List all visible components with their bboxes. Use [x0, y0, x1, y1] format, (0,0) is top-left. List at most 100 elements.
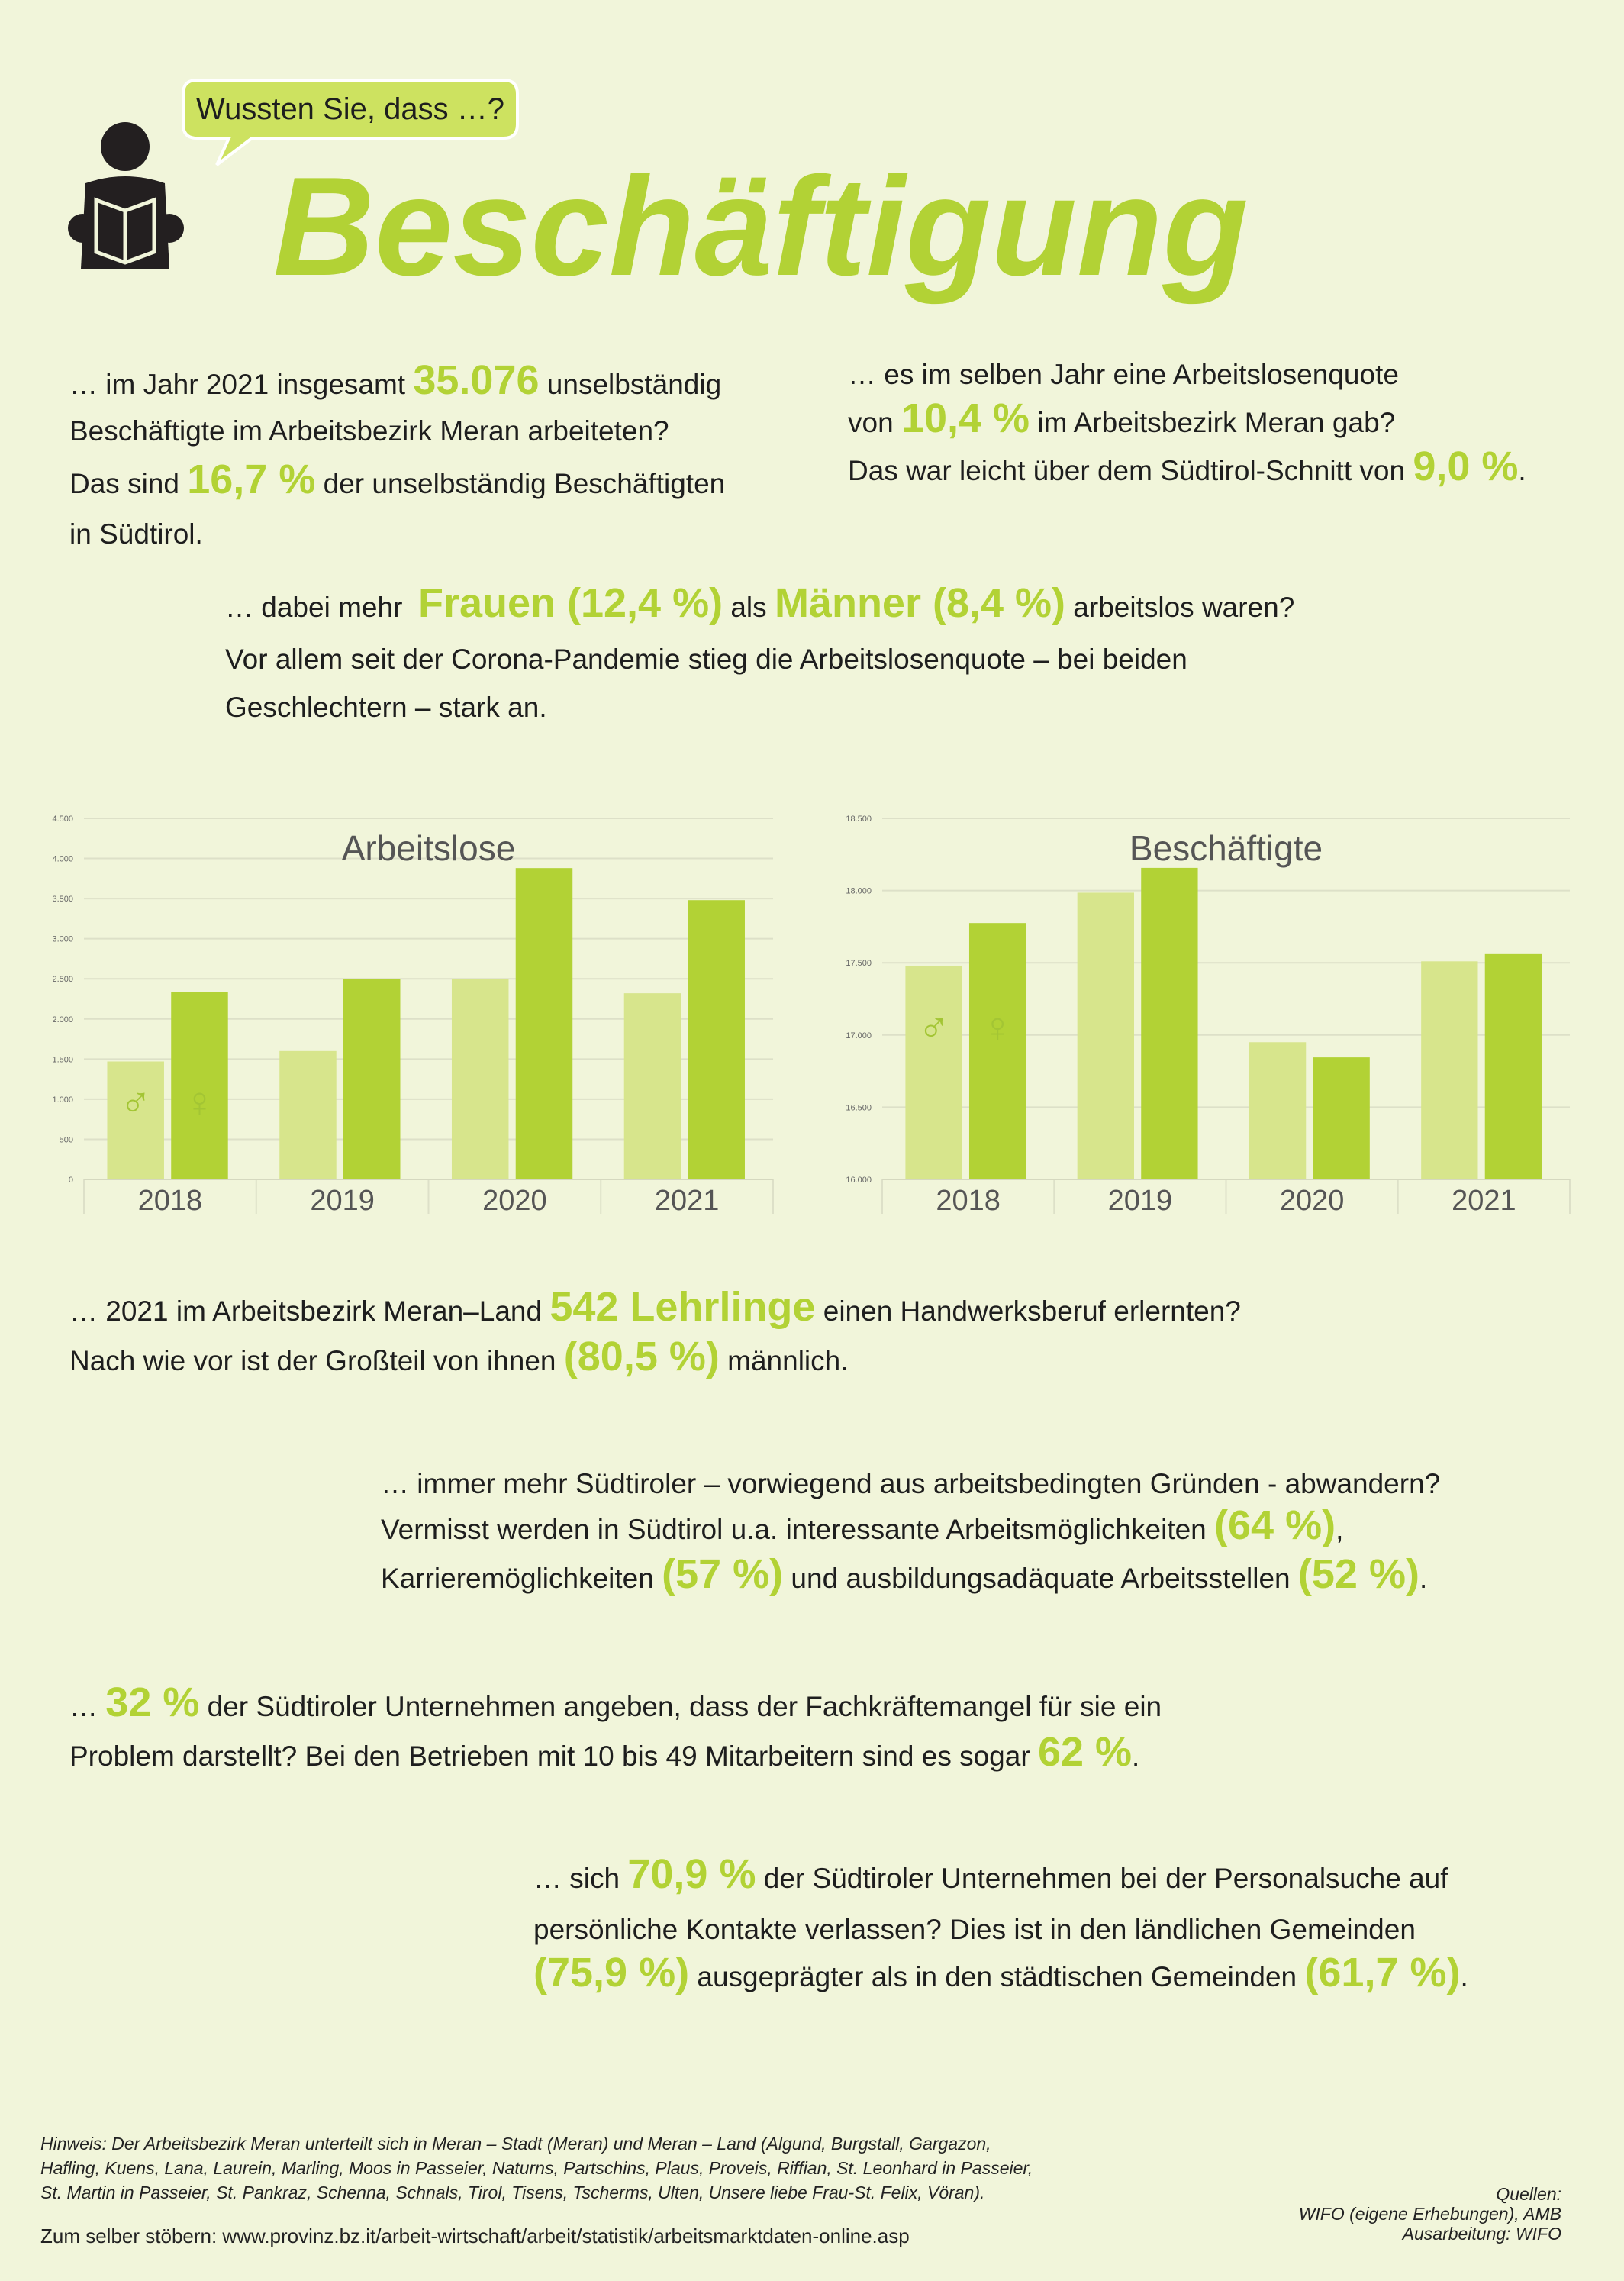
y-tick-label: 4.500 [52, 815, 73, 824]
x-tick-label: 2020 [482, 1185, 547, 1217]
bar [279, 1050, 337, 1179]
y-tick-label: 18.500 [846, 815, 872, 824]
bar [1421, 961, 1478, 1179]
fact-line: Geschlechtern – stark an. [225, 692, 547, 723]
y-tick-label: 17.500 [846, 959, 872, 968]
fact-text: von [848, 407, 901, 438]
fact-highlight: Männer (8,4 %) [775, 580, 1065, 626]
fact-highlight: (52 %) [1298, 1551, 1419, 1597]
fact-text: … dabei mehr [225, 592, 418, 623]
gender-symbol: ♀ [183, 1078, 215, 1126]
fact-text: Geschlechtern – stark an. [225, 692, 547, 723]
fact-text: … im Jahr 2021 insgesamt [69, 369, 413, 400]
bar [1141, 867, 1198, 1179]
fact-highlight: (80,5 %) [564, 1334, 720, 1379]
fact-highlight: 62 % [1038, 1729, 1132, 1775]
fact-text: … immer mehr Südtiroler – vorwiegend aus… [381, 1468, 1440, 1499]
fact-highlight: (64 %) [1214, 1502, 1336, 1548]
bar [171, 992, 228, 1179]
fact-highlight: 16,7 % [187, 457, 315, 502]
bar [1249, 1042, 1307, 1179]
chart: 16.000 16.500 17.000 17.500 18.000 18.500 Besc… [846, 815, 1571, 1217]
bar [1313, 1057, 1370, 1179]
fact-text: ausgeprägter als in den städtischen Geme… [689, 1961, 1304, 1992]
reader-icon [68, 122, 184, 269]
chart-title: Arbeitslose [342, 828, 516, 868]
fact-line: Das war leicht über dem Südtirol-Schnitt… [848, 444, 1526, 489]
gender-symbol: ♂ [120, 1078, 152, 1126]
y-tick-label: 2.500 [52, 975, 73, 984]
fact-highlight: 542 Lehrlinge [549, 1284, 815, 1330]
x-tick-label: 2020 [1280, 1185, 1345, 1217]
fact-line: in Südtirol. [69, 518, 203, 550]
fact-text: Das war leicht über dem Südtirol-Schnitt… [848, 455, 1413, 486]
y-tick-label: 17.000 [846, 1031, 872, 1040]
y-tick-label: 16.500 [846, 1103, 872, 1112]
fact-line: … sich 70,9 % der Südtiroler Unternehmen… [533, 1851, 1448, 1897]
fact-line: … immer mehr Südtiroler – vorwiegend aus… [381, 1468, 1440, 1499]
bar [968, 923, 1026, 1179]
fact-text: einen Handwerksberuf erlernten? [815, 1295, 1240, 1327]
x-tick-label: 2018 [936, 1185, 1000, 1217]
bar [515, 868, 573, 1179]
fact-line: Das sind 16,7 % der unselbständig Beschä… [69, 457, 725, 502]
footer-note: Hinweis: Der Arbeitsbezirk Meran unterte… [40, 2134, 991, 2154]
y-tick-label: 1.500 [52, 1055, 73, 1064]
x-tick-label: 2018 [138, 1185, 203, 1217]
fact-line: Beschäftigte im Arbeitsbezirk Meran arbe… [69, 415, 669, 447]
footer-note: Hafling, Kuens, Lana, Laurein, Marling, … [40, 2158, 1033, 2178]
fact-text: männlich. [720, 1345, 849, 1376]
x-tick-label: 2019 [1108, 1185, 1173, 1217]
footer-source: Quellen: [1496, 2184, 1561, 2204]
y-tick-label: 0 [69, 1176, 73, 1185]
y-tick-label: 500 [60, 1135, 73, 1144]
bar [1077, 892, 1134, 1179]
bubble-text: Wussten Sie, dass …? [196, 92, 504, 126]
fact-text: der Südtiroler Unternehmen bei der Perso… [756, 1863, 1448, 1894]
bar [343, 979, 401, 1179]
footer-source: Ausarbeitung: WIFO [1401, 2224, 1561, 2244]
fact-text: … 2021 im Arbeitsbezirk Meran–Land [69, 1295, 549, 1327]
fact-text: . [1518, 455, 1526, 486]
fact-text: . [1132, 1741, 1139, 1772]
fact-highlight: (75,9 %) [533, 1950, 689, 1995]
fact-text: als [723, 592, 775, 623]
fact-highlight: 32 % [105, 1679, 199, 1725]
y-tick-label: 18.000 [846, 887, 872, 896]
fact-line: … im Jahr 2021 insgesamt 35.076 unselbst… [69, 357, 721, 403]
fact-text: arbeitslos waren? [1065, 592, 1294, 623]
fact-line: … 32 % der Südtiroler Unternehmen angebe… [69, 1679, 1162, 1725]
fact-text: in Südtirol. [69, 518, 203, 550]
chart: 0 500 1.000 1.500 2.000 2.500 3.000 3.500 4.000 4… [52, 815, 774, 1217]
fact-highlight: (57 %) [662, 1551, 783, 1597]
bar [624, 993, 682, 1179]
chart-title: Beschäftigte [1129, 828, 1323, 868]
fact-highlight: Frauen (12,4 %) [418, 580, 723, 626]
bar [451, 979, 509, 1179]
gender-symbol: ♀ [981, 1003, 1013, 1051]
fact-line: Problem darstellt? Bei den Betrieben mit… [69, 1729, 1139, 1775]
fact-line: persönliche Kontakte verlassen? Dies ist… [533, 1914, 1416, 1945]
facts: … im Jahr 2021 insgesamt 35.076 unselbst… [69, 357, 1526, 1995]
fact-text: im Arbeitsbezirk Meran gab? [1030, 407, 1395, 438]
fact-text: der unselbständig Beschäftigten [315, 468, 725, 499]
x-tick-label: 2019 [310, 1185, 375, 1217]
fact-text: Vermisst werden in Südtirol u.a. interes… [381, 1514, 1214, 1545]
fact-line: (75,9 %) ausgeprägter als in den städtis… [533, 1950, 1468, 1995]
bar [688, 900, 745, 1179]
fact-line: Nach wie vor ist der Großteil von ihnen … [69, 1334, 849, 1379]
y-tick-label: 2.000 [52, 1015, 73, 1024]
y-tick-label: 16.000 [846, 1176, 872, 1185]
fact-line: von 10,4 % im Arbeitsbezirk Meran gab? [848, 395, 1395, 441]
fact-text: Beschäftigte im Arbeitsbezirk Meran arbe… [69, 415, 669, 447]
footer-note: St. Martin in Passeier, St. Pankraz, Sch… [40, 2183, 984, 2202]
x-tick-label: 2021 [1452, 1185, 1516, 1217]
footer: Hinweis: Der Arbeitsbezirk Meran unterte… [40, 2134, 1561, 2247]
y-tick-label: 4.000 [52, 855, 73, 864]
fact-line: … es im selben Jahr eine Arbeitslosenquo… [848, 359, 1399, 390]
fact-text: , [1336, 1514, 1343, 1545]
fact-text: und ausbildungsadäquate Arbeitsstellen [783, 1563, 1298, 1594]
fact-text: der Südtiroler Unternehmen angeben, dass… [199, 1691, 1162, 1722]
y-tick-label: 3.000 [52, 935, 73, 944]
